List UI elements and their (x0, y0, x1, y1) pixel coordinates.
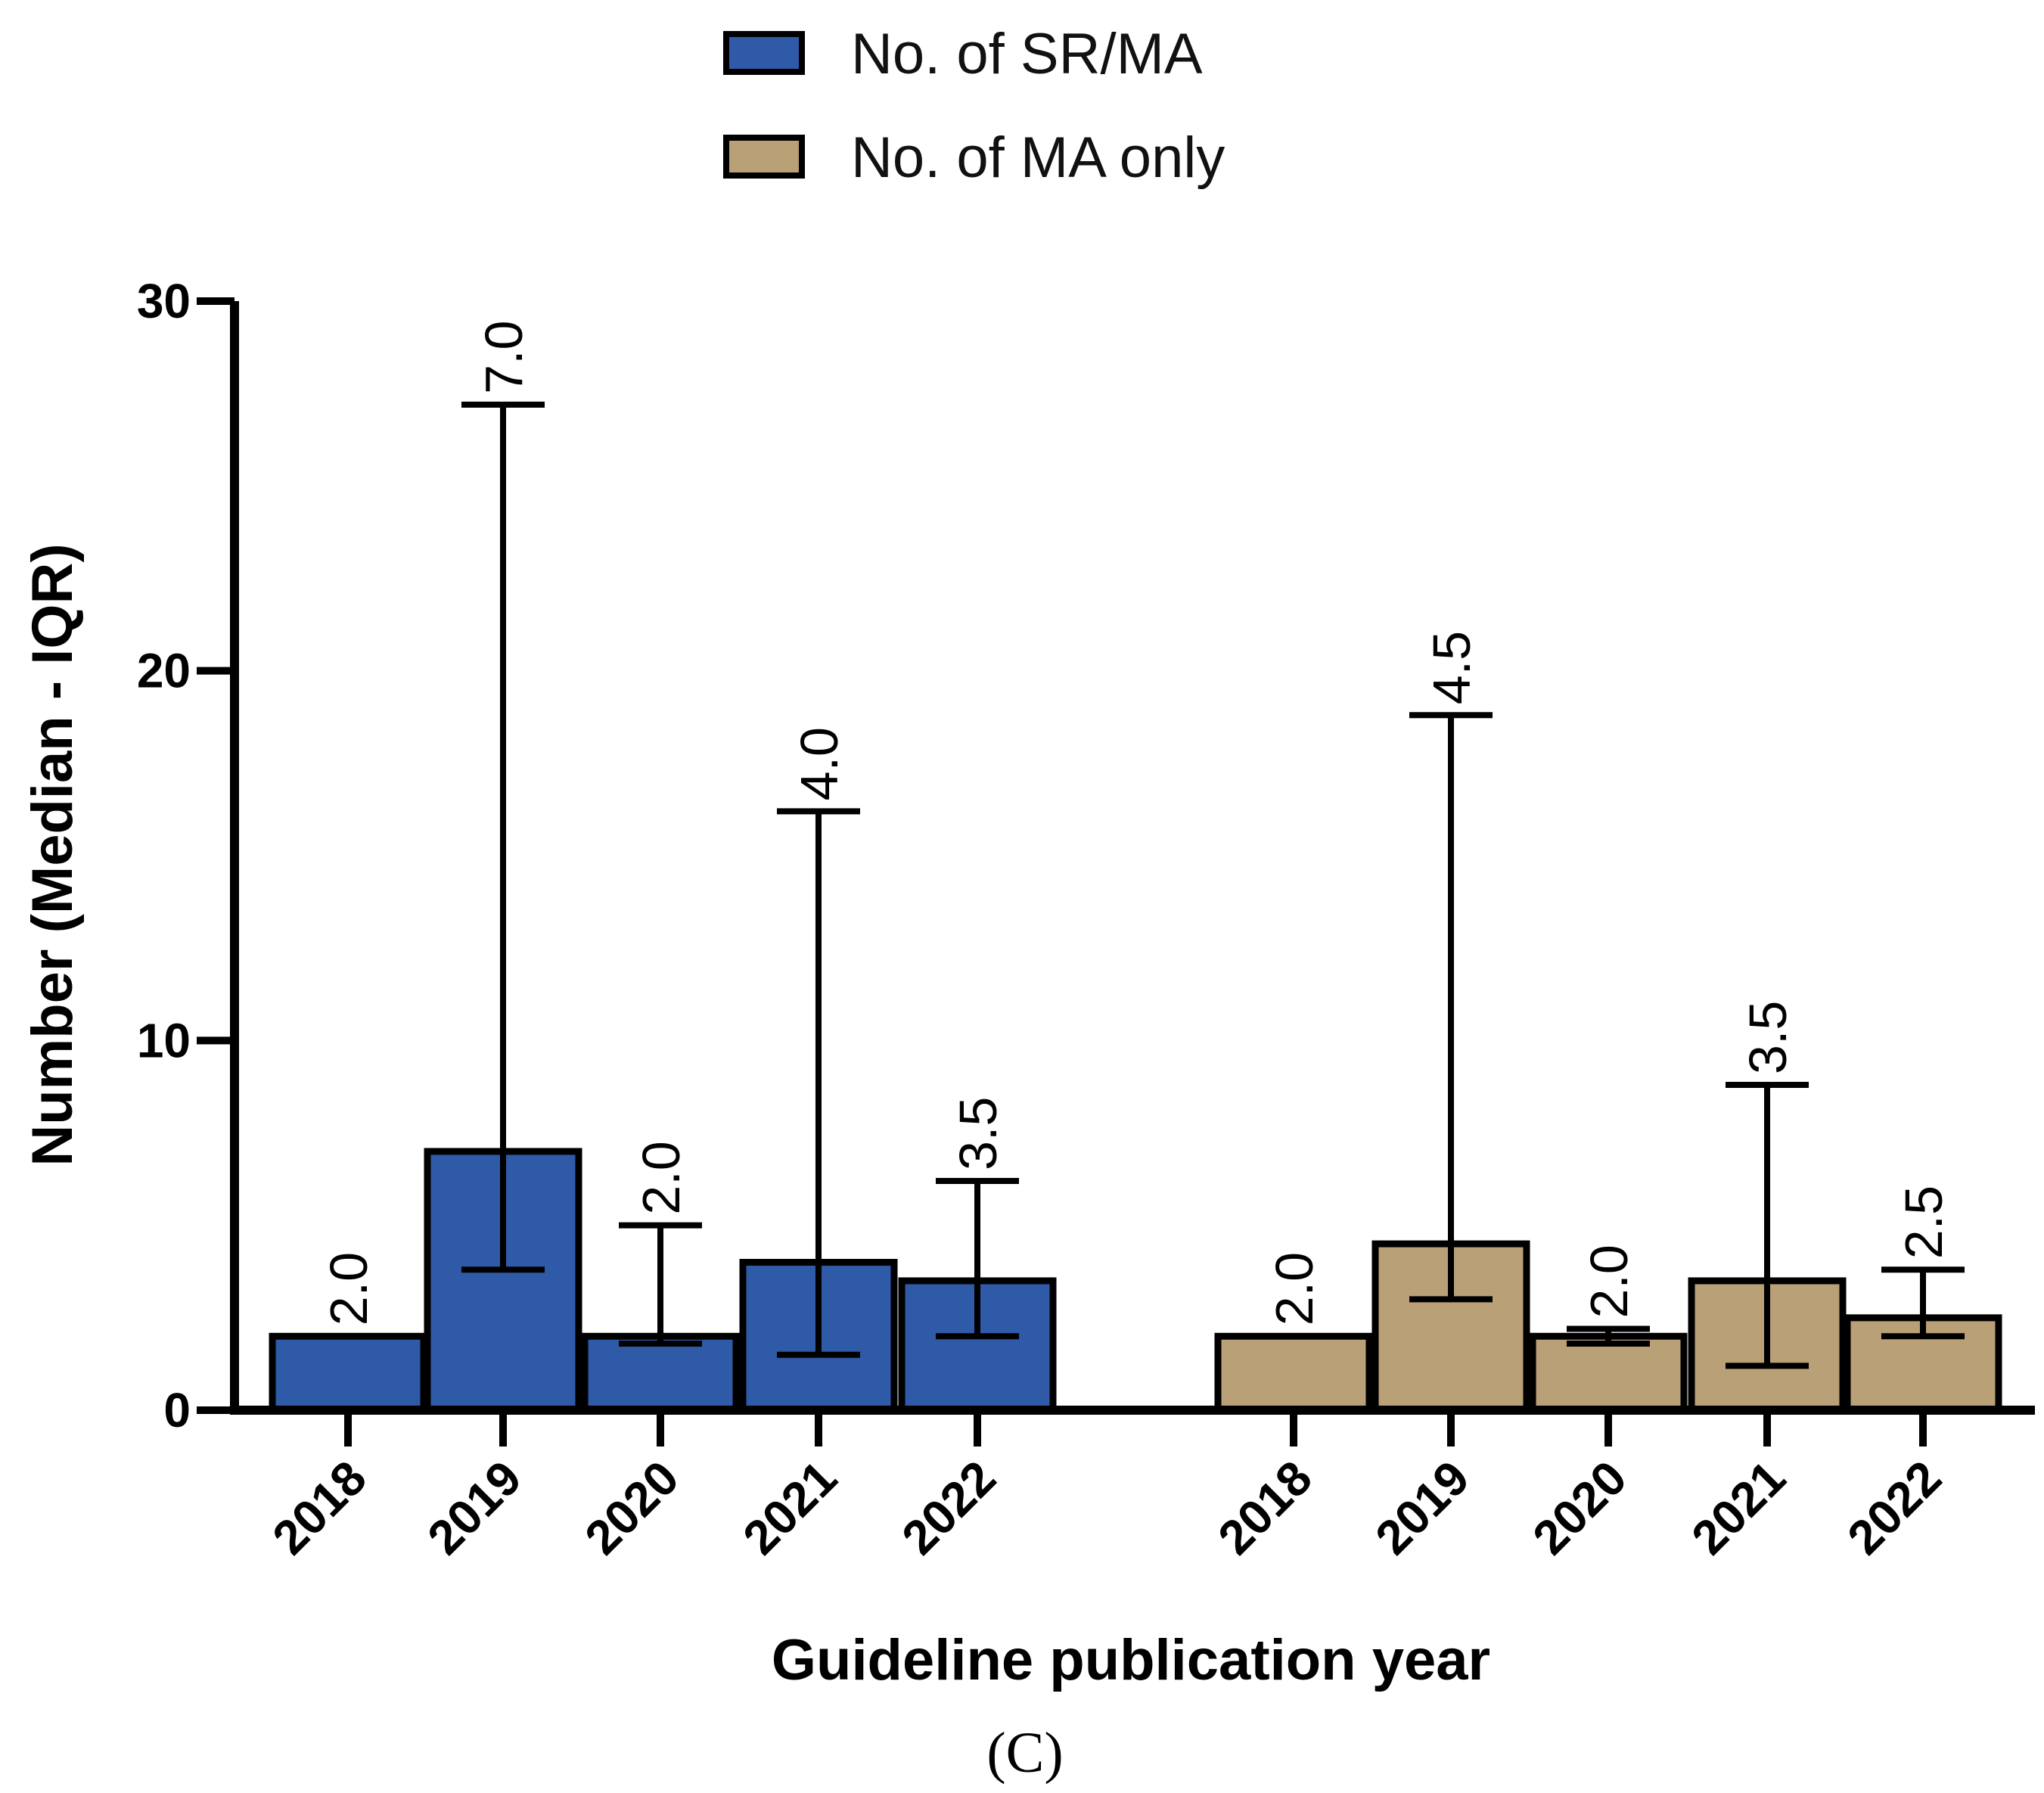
bars-layer (269, 1148, 2002, 1414)
bar-value-label-ma-only-2020: 2.0 (1580, 1245, 1639, 1318)
axes (230, 301, 2035, 1415)
x-tick-label-ma-only-2020: 2020 (1522, 1450, 1637, 1565)
legend-swatch-ma-only (723, 135, 805, 179)
error-bar-sr-ma-2021 (777, 808, 860, 1358)
bar-ma-only-2018 (1214, 1332, 1373, 1414)
x-tick-label-ma-only-2022: 2022 (1837, 1450, 1952, 1565)
legend-label-sr-ma: No. of SR/MA (851, 22, 1203, 86)
bar-value-label-sr-ma-2018: 2.0 (319, 1252, 378, 1325)
y-tick-label-20: 20 (137, 644, 191, 698)
error-bars-layer (461, 401, 1965, 1369)
panel-label: (C) (986, 1721, 1063, 1785)
x-tick-label-ma-only-2018: 2018 (1207, 1450, 1322, 1565)
y-tick-label-30: 30 (137, 274, 191, 328)
x-tick-label-sr-ma-2020: 2020 (574, 1450, 689, 1565)
y-ticks: 0 10 20 30 (137, 274, 235, 1437)
x-tick-label-sr-ma-2019: 2019 (417, 1450, 532, 1565)
bar-value-label-sr-ma-2022: 3.5 (949, 1097, 1008, 1170)
bar-value-label-ma-only-2022: 2.5 (1894, 1185, 1953, 1259)
error-bar-sr-ma-2020 (619, 1222, 702, 1347)
bar-value-label-sr-ma-2019: 7.0 (474, 321, 533, 394)
bar-value-label-sr-ma-2020: 2.0 (632, 1141, 691, 1214)
legend: No. of SR/MA No. of MA only (723, 22, 1225, 190)
x-tick-label-sr-ma-2022: 2022 (891, 1450, 1006, 1565)
error-bar-sr-ma-2019 (461, 401, 545, 1273)
x-tick-label-ma-only-2019: 2019 (1365, 1450, 1480, 1565)
x-tick-label-sr-ma-2021: 2021 (732, 1450, 847, 1565)
error-bar-ma-only-2019 (1409, 712, 1493, 1303)
legend-swatch-sr-ma (723, 31, 805, 75)
y-axis-title: Number (Median - IQR) (20, 543, 85, 1166)
error-bar-ma-only-2022 (1881, 1266, 1965, 1340)
bar-ma-only-2020 (1529, 1332, 1688, 1414)
x-tick-label-sr-ma-2018: 2018 (262, 1450, 377, 1565)
bar-value-label-ma-only-2021: 3.5 (1738, 1001, 1797, 1074)
bar-sr-ma-2018 (269, 1332, 427, 1414)
bar-sr-ma-2020 (581, 1332, 740, 1414)
bar-labels-layer: 2.0 7.0 2.0 4.0 3.5 2.0 4.5 2.0 3.5 2.5 (319, 321, 1953, 1326)
bar-value-label-sr-ma-2021: 4.0 (790, 727, 849, 800)
bar-value-label-ma-only-2019: 4.5 (1422, 631, 1481, 704)
legend-label-ma-only: No. of MA only (851, 126, 1225, 190)
x-ticks: 2018 2019 2020 2021 2022 2018 2019 2020 2021 2022 (262, 1410, 1952, 1565)
y-tick-label-0: 0 (163, 1383, 191, 1437)
error-bar-sr-ma-2022 (936, 1178, 1019, 1340)
error-bar-ma-only-2020 (1567, 1325, 1650, 1347)
error-bar-ma-only-2021 (1726, 1081, 1809, 1369)
bar-ma-only-2019 (1371, 1240, 1530, 1414)
bar-value-label-ma-only-2018: 2.0 (1265, 1252, 1324, 1325)
y-tick-label-10: 10 (137, 1013, 191, 1067)
x-axis-title: Guideline publication year (772, 1628, 1490, 1692)
x-tick-label-ma-only-2021: 2021 (1681, 1450, 1796, 1565)
